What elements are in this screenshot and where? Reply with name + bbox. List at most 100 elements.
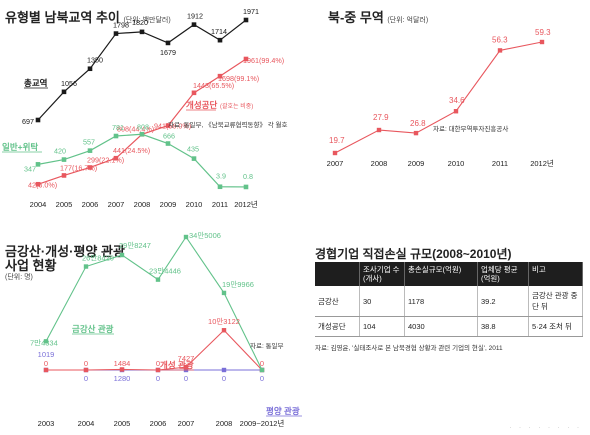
- trade-value-label: 781: [112, 123, 124, 132]
- loss-cell: 1178: [404, 286, 478, 317]
- tour-chart: 7만4334 26만8420 29만8247 23만4446 34만5006 19만996…: [30, 231, 302, 428]
- trade-point-total: [165, 40, 171, 46]
- trade-value-label: 1698(99.1%): [218, 74, 259, 83]
- tour-value-label-pyongyang: 0: [156, 374, 160, 383]
- trade-point-general: [139, 131, 145, 137]
- trade-value-label: 435: [187, 145, 199, 154]
- tour-value-label-geumgang: 23만4446: [149, 267, 181, 276]
- trade-value-label: 1971: [243, 7, 259, 16]
- trade-chart: 697 1056 1350 1798 1820 1679 1912 1714 1971 42(6.…: [2, 7, 288, 209]
- tour-point-kaesong: [183, 364, 189, 370]
- nc-trade-panel: 북-중 무역 (단위: 억달러) 19.7 27.9 26.8 34.6 56.3 59.…: [300, 0, 590, 215]
- nc-trade-unit: (단위: 억달러): [387, 17, 429, 24]
- tour-point-geumgang: [43, 339, 49, 344]
- trade-point-kaesong: [191, 90, 197, 96]
- loss-cell: 금강산: [315, 286, 360, 317]
- nc-trade-point: [376, 127, 382, 133]
- trade-point-total: [61, 89, 67, 95]
- trade-line-general: [37, 133, 247, 188]
- tour-point-geumgang: [119, 252, 125, 258]
- tour-value-label-pyongyang: 0: [260, 374, 264, 383]
- tour-point-geumgang: [155, 277, 161, 282]
- trade-point-kaesong: [217, 73, 223, 79]
- tour-value-label-pyongyang: 0: [184, 374, 188, 383]
- trade-point-general: [217, 184, 223, 190]
- trade-value-label: 1679: [160, 48, 176, 57]
- tour-value-label-kaesong: 0: [44, 359, 48, 368]
- loss-header-total: 총손실규모(억원): [404, 262, 478, 286]
- nc-trade-point: [332, 150, 338, 156]
- loss-cell: 5·24 조처 뒤: [528, 316, 583, 337]
- trade-x-tick: 2010: [186, 200, 203, 209]
- tour-point-kaesong: [221, 328, 227, 333]
- trade-point-total: [191, 22, 197, 27]
- tour-x-tick: 2005: [114, 419, 131, 428]
- trade-point-total: [243, 17, 249, 23]
- trade-series-label-kaesong: 개성공단: [186, 100, 217, 110]
- trade-value-label: 177(16.7%): [60, 163, 97, 172]
- trade-value-label: 1798: [113, 21, 129, 30]
- loss-cell: 4030: [404, 316, 478, 337]
- trade-x-tick: 2009: [160, 200, 177, 209]
- loss-table: 조사기업 수 (개사) 총손실규모(억원) 업체당 평균 (억원) 비고 금강산…: [315, 262, 583, 337]
- tour-series-label-kaesong: 개성 관광: [160, 360, 194, 370]
- trade-value-label: 697: [22, 117, 34, 126]
- trade-x-tick: 2012년: [234, 199, 258, 209]
- nc-trade-x-tick: 2011: [492, 159, 508, 168]
- trade-value-label: 808(44.4%): [117, 124, 154, 133]
- trade-series-label-total: 총교역: [24, 78, 47, 88]
- tour-x-tick: 2009~2012년: [240, 418, 285, 428]
- nc-trade-value-label: 19.7: [329, 136, 345, 145]
- trade-point-general: [243, 184, 249, 190]
- trade-point-total: [113, 31, 119, 36]
- tour-projects-panel: 금강산·개성·평양 관광 사업 현황 (단위: 명) 7만4334 26만8420…: [0, 225, 310, 435]
- nc-trade-point: [539, 39, 545, 45]
- nc-trade-value-label: 26.8: [410, 119, 426, 128]
- trade-point-total: [87, 66, 93, 72]
- trade-value-label: 299(22.1%): [87, 155, 124, 164]
- nc-trade-x-tick: 2007: [327, 159, 344, 168]
- trade-value-label: 1961(99.4%): [243, 56, 284, 65]
- nc-trade-title: 북-중 무역: [328, 10, 384, 25]
- tour-value-label-kaesong: 1484: [114, 359, 131, 368]
- tour-point-pyongyang: [221, 367, 227, 373]
- tour-point-kaesong: [119, 367, 125, 372]
- trade-value-label: 3.9: [216, 172, 226, 181]
- trade-value-label: 1714: [211, 27, 227, 36]
- nc-trade-x-tick: 2008: [371, 159, 388, 168]
- trade-value-label: 42(6.0%): [28, 180, 57, 189]
- nc-trade-value-label: 34.6: [449, 96, 465, 105]
- loss-header-note: 비고: [528, 262, 583, 286]
- tour-x-tick: 2007: [178, 419, 195, 428]
- nc-trade-point: [453, 109, 459, 114]
- tour-title-line1: 금강산·개성·평양 관광: [5, 244, 125, 259]
- trade-point-general: [191, 156, 197, 161]
- tour-value-label-kaesong: 0: [156, 359, 160, 368]
- tour-x-tick: 2004: [78, 419, 95, 428]
- nc-trade-source: 자료: 대한무역투자진흥공사: [433, 124, 508, 133]
- tour-value-label-kaesong: 10만3122: [208, 317, 240, 326]
- tour-x-tick: 2003: [38, 419, 55, 428]
- nc-trade-x-tick: 2010: [448, 159, 465, 168]
- trade-x-tick: 2007: [108, 200, 125, 209]
- tour-value-label-pyongyang: 1280: [114, 374, 131, 383]
- loss-cell: 104: [359, 316, 405, 337]
- tour-series-label-geumgang: 금강산 관광: [72, 324, 114, 334]
- trade-value-label: 441(24.5%): [113, 146, 150, 155]
- tour-value-label-geumgang: 29만8247: [119, 241, 151, 250]
- tour-point-kaesong: [43, 367, 49, 373]
- loss-cell: 금강산 관광 중단 뒤: [528, 286, 583, 317]
- trade-x-tick: 2004: [30, 200, 47, 209]
- loss-cell: 38.8: [477, 316, 529, 337]
- loss-table-header-row: 조사기업 수 (개사) 총손실규모(억원) 업체당 평균 (억원) 비고: [315, 262, 583, 286]
- tour-source: 자료: 통일부: [250, 341, 284, 350]
- trade-value-label: 666: [163, 132, 175, 141]
- trade-series-label-kaesong-note: (괄호는 비중): [220, 102, 253, 110]
- trade-value-label: 808: [137, 122, 149, 131]
- trade-value-label: 1820: [132, 18, 148, 27]
- tour-x-tick: 2008: [216, 419, 233, 428]
- trade-value-label: 941(56.0%): [154, 122, 191, 131]
- trade-point-general: [87, 148, 93, 153]
- tour-point-geumgang: [259, 367, 265, 373]
- trade-chart-panel: 유형별 남북교역 추이 (단위: 백만달러) 697 1056 1350 1798 18…: [0, 0, 300, 215]
